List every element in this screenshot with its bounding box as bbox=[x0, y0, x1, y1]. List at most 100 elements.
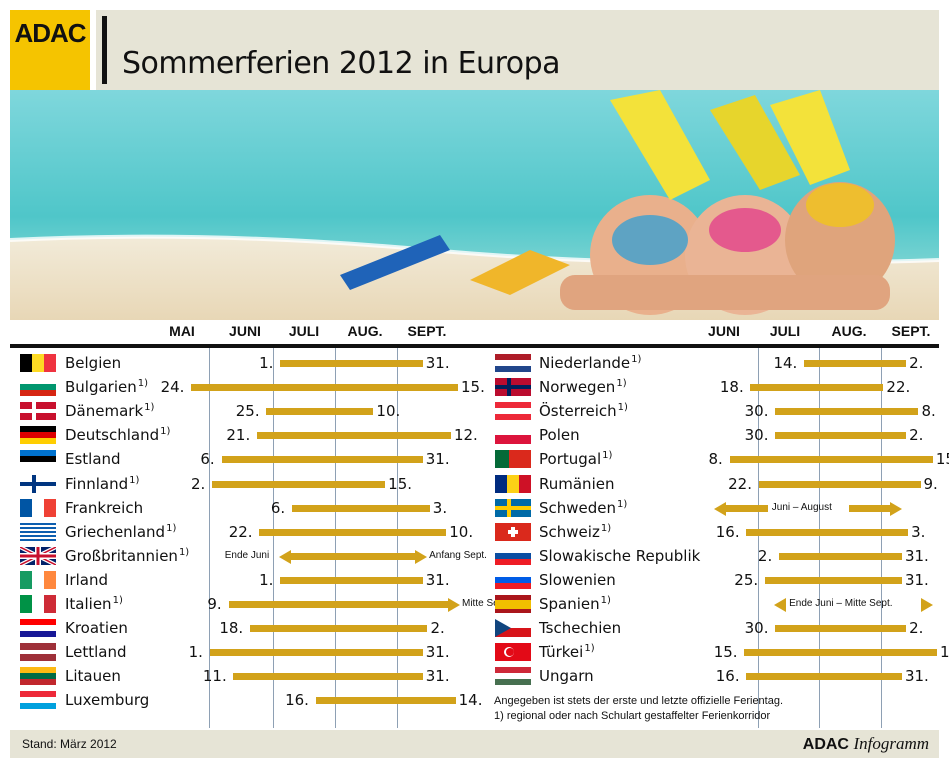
brand-bold: ADAC bbox=[802, 736, 849, 753]
deutschland-flag-icon bbox=[20, 426, 56, 445]
end-label: 31. bbox=[425, 667, 450, 686]
start-label: 30. bbox=[744, 402, 769, 421]
country-name: Irland bbox=[65, 571, 108, 589]
start-label: 1. bbox=[259, 354, 274, 372]
country-label: Frankreich bbox=[65, 498, 144, 517]
country-row: Lettland 1. 31. bbox=[0, 640, 949, 664]
footnote-marker: 1) bbox=[616, 378, 627, 390]
vacation-bar bbox=[221, 456, 423, 464]
start-label: 15. bbox=[713, 643, 738, 662]
arrow-left-icon bbox=[279, 549, 292, 564]
vacation-bar bbox=[228, 601, 448, 608]
country-label: Kroatien bbox=[65, 619, 128, 638]
country-name: Bulgarien1) bbox=[65, 378, 148, 396]
start-label: 25. bbox=[235, 402, 260, 421]
country-row: Rumänien 22. 9. bbox=[0, 472, 949, 496]
country-name: Österreich1) bbox=[539, 402, 628, 420]
country-label: Niederlande bbox=[539, 354, 631, 372]
footnote-marker: 1) bbox=[600, 522, 612, 534]
country-name: Niederlande1) bbox=[539, 354, 641, 372]
country-row: Spanien1) Ende Juni – Mitte Sept. bbox=[0, 592, 949, 616]
country-label: Belgien bbox=[65, 354, 122, 372]
page-title: Sommerferien 2012 in Europa bbox=[122, 46, 561, 81]
vacation-bar bbox=[729, 456, 933, 464]
country-name: Spanien1) bbox=[539, 595, 611, 613]
beach-photo bbox=[10, 90, 939, 320]
vacation-bar bbox=[764, 576, 902, 584]
note-line-1: Angegeben ist stets der erste und letzte… bbox=[494, 695, 784, 707]
country-label: Estland bbox=[65, 450, 121, 469]
month-label-right-1: JULI bbox=[769, 323, 801, 339]
rumänien-flag-icon bbox=[495, 474, 531, 493]
vacation-bar bbox=[249, 625, 428, 633]
country-row: Niederlande1) 14. 2. bbox=[0, 351, 949, 375]
start-label: 1. bbox=[259, 570, 274, 589]
end-label: 9. bbox=[923, 474, 938, 493]
vacation-bar bbox=[280, 576, 423, 584]
note-line-2: 1) regional oder nach Schulart gestaffel… bbox=[494, 710, 771, 722]
start-label: 30. bbox=[744, 426, 769, 445]
vacation-bar bbox=[292, 504, 430, 512]
brand-italic: Infogramm bbox=[853, 734, 929, 753]
bulgarien-flag-icon bbox=[20, 378, 56, 397]
country-row: Belgien 1. 31. bbox=[0, 351, 949, 375]
footnote-marker: 1) bbox=[617, 498, 628, 510]
country-label: Ungarn bbox=[539, 667, 594, 686]
gridline-0-0 bbox=[209, 348, 210, 728]
end-label: 15. bbox=[461, 378, 485, 397]
start-label: 11. bbox=[202, 667, 227, 686]
start-label: 18. bbox=[219, 619, 244, 638]
country-name: Frankreich bbox=[65, 499, 143, 517]
end-label: 17. bbox=[940, 643, 949, 662]
start-label: 16. bbox=[285, 691, 309, 710]
belgien-flag-icon bbox=[20, 354, 56, 372]
end-label: 2. bbox=[430, 619, 445, 638]
country-name: Slowenien bbox=[539, 571, 616, 589]
country-row: Irland 1. 31. bbox=[0, 568, 949, 592]
start-label: 8. bbox=[708, 450, 723, 469]
vacation-bar bbox=[280, 360, 423, 367]
gridline-0-1 bbox=[273, 348, 274, 728]
footnote-marker: 1) bbox=[137, 378, 149, 390]
start-label: 9. bbox=[207, 595, 222, 613]
header-rule bbox=[10, 344, 939, 348]
end-label: 2. bbox=[909, 354, 924, 372]
gridline-1-0 bbox=[758, 348, 759, 728]
start-label: 1. bbox=[188, 643, 203, 662]
griechenland-flag-icon bbox=[20, 522, 56, 541]
end-label: 31. bbox=[425, 450, 450, 469]
end-label: 3. bbox=[911, 522, 926, 541]
start-label: 6. bbox=[200, 450, 215, 469]
country-row: Slowenien 25. 31. bbox=[0, 568, 949, 592]
country-name: Norwegen1) bbox=[539, 378, 627, 396]
vacation-bar bbox=[750, 384, 884, 392]
month-label-right-3: SEPT. bbox=[891, 323, 931, 339]
footnote-marker: 1) bbox=[584, 643, 595, 655]
month-label-left-4: SEPT. bbox=[407, 323, 447, 339]
gridline-1-1 bbox=[819, 348, 820, 728]
country-label: Spanien bbox=[539, 595, 600, 613]
end-label: 3. bbox=[432, 498, 448, 517]
start-label: 16. bbox=[715, 522, 740, 541]
polen-flag-icon bbox=[495, 426, 531, 445]
country-row: Deutschland1) 21. 12. bbox=[0, 423, 949, 447]
schweiz-flag-icon bbox=[495, 522, 531, 541]
country-name: Schweden1) bbox=[539, 499, 627, 517]
end-label: 31. bbox=[425, 643, 450, 662]
vacation-bar bbox=[744, 649, 937, 657]
country-label: Italien bbox=[65, 595, 112, 613]
vacation-bar bbox=[233, 673, 423, 681]
country-name: Italien1) bbox=[65, 595, 123, 613]
country-label: Großbritannien bbox=[65, 546, 178, 565]
country-label: Dänemark bbox=[65, 402, 144, 421]
country-label: Türkei bbox=[539, 643, 584, 662]
start-label: 6. bbox=[270, 498, 286, 517]
vacation-bar bbox=[775, 408, 919, 416]
arrow-right-icon bbox=[448, 598, 460, 612]
country-name: Luxemburg bbox=[65, 691, 149, 709]
start-label: 22. bbox=[728, 474, 752, 493]
country-row: Dänemark1) 25. 10. bbox=[0, 399, 949, 423]
footnote-marker: 1) bbox=[112, 595, 123, 606]
country-name: Litauen bbox=[65, 667, 121, 685]
kroatien-flag-icon bbox=[20, 619, 56, 638]
